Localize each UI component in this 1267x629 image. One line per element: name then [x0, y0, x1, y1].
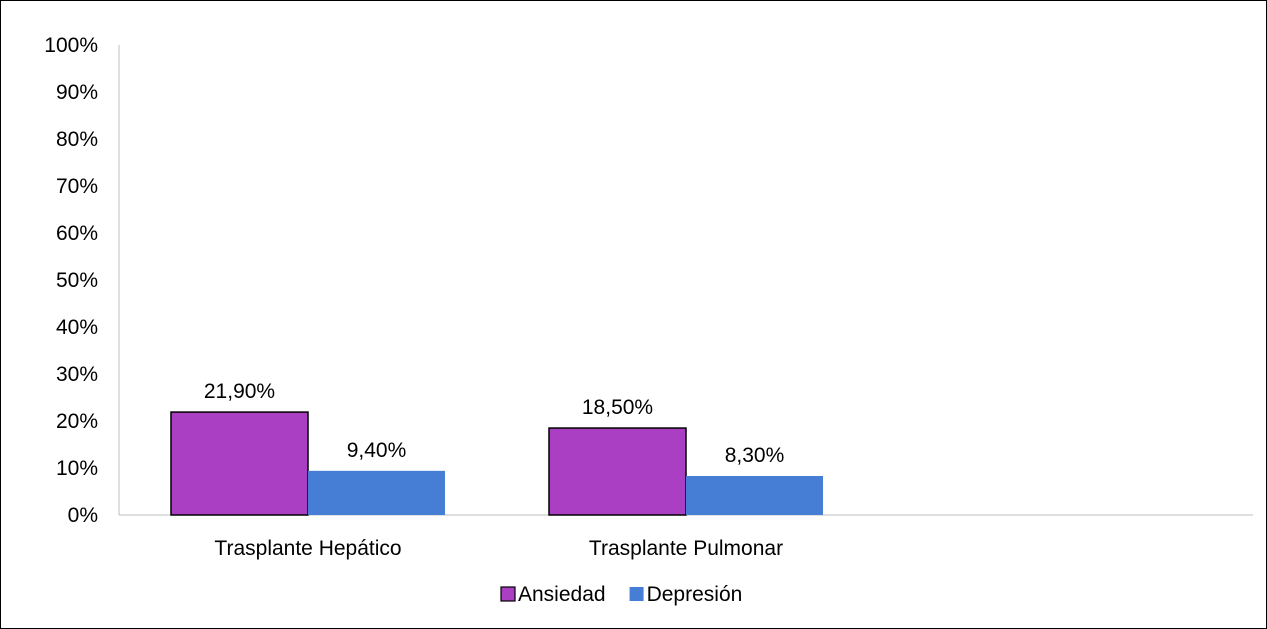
y-tick-label: 10%	[56, 457, 98, 480]
y-tick-label: 100%	[44, 34, 98, 57]
legend-swatch	[629, 587, 644, 601]
y-tick-label: 70%	[56, 175, 98, 198]
y-tick-label: 30%	[56, 363, 98, 386]
bar-ansiedad	[548, 427, 687, 516]
data-label: 18,50%	[582, 396, 653, 419]
legend-swatch	[500, 586, 516, 602]
data-label: 9,40%	[347, 439, 407, 462]
legend-label: Depresión	[647, 583, 743, 606]
y-axis: 0% 10% 20% 30% 40% 50% 60% 70% 80% 90% 100%	[44, 34, 120, 527]
y-tick-label: 60%	[56, 222, 98, 245]
bar-depresi-n	[308, 470, 445, 515]
x-category-label: Trasplante Pulmonar	[589, 537, 783, 560]
bar-ansiedad	[170, 411, 309, 516]
data-label: 21,90%	[204, 380, 275, 403]
y-tick-label: 0%	[68, 504, 98, 527]
y-tick-label: 50%	[56, 269, 98, 292]
legend: Ansiedad Depresión	[500, 583, 743, 606]
y-tick-label: 40%	[56, 316, 98, 339]
bars: 21,90% 9,40% 18,50% 8,30%	[170, 380, 823, 516]
bar-depresi-n	[686, 475, 823, 515]
x-category-label: Trasplante Hepático	[214, 537, 401, 560]
legend-label: Ansiedad	[518, 583, 606, 606]
y-tick-label: 20%	[56, 410, 98, 433]
category-labels: Trasplante Hepático Trasplante Pulmonar	[214, 537, 783, 560]
y-tick-label: 90%	[56, 81, 98, 104]
y-tick-label: 80%	[56, 128, 98, 151]
data-label: 8,30%	[725, 444, 785, 467]
